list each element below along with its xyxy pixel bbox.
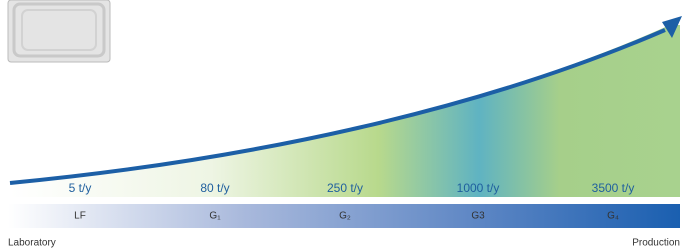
capacity-label: 3500 t/y (592, 181, 635, 195)
capacity-label: 250 t/y (327, 181, 363, 195)
product-image (8, 0, 110, 62)
left-label: Laboratory (8, 238, 56, 249)
model-label: G₄ (607, 211, 619, 222)
infographic: 5 t/y 80 t/y 250 t/y 1000 t/y 3500 t/y LF G₁ G… (0, 0, 685, 249)
right-label: Production (632, 238, 680, 249)
capacity-label: 5 t/y (69, 181, 92, 195)
model-label: G₂ (339, 211, 351, 222)
model-label: G3 (471, 211, 485, 222)
capacity-label: 80 t/y (200, 181, 229, 195)
model-label: LF (74, 211, 86, 222)
capacity-label: 1000 t/y (457, 181, 500, 195)
model-label: G₁ (209, 211, 221, 222)
